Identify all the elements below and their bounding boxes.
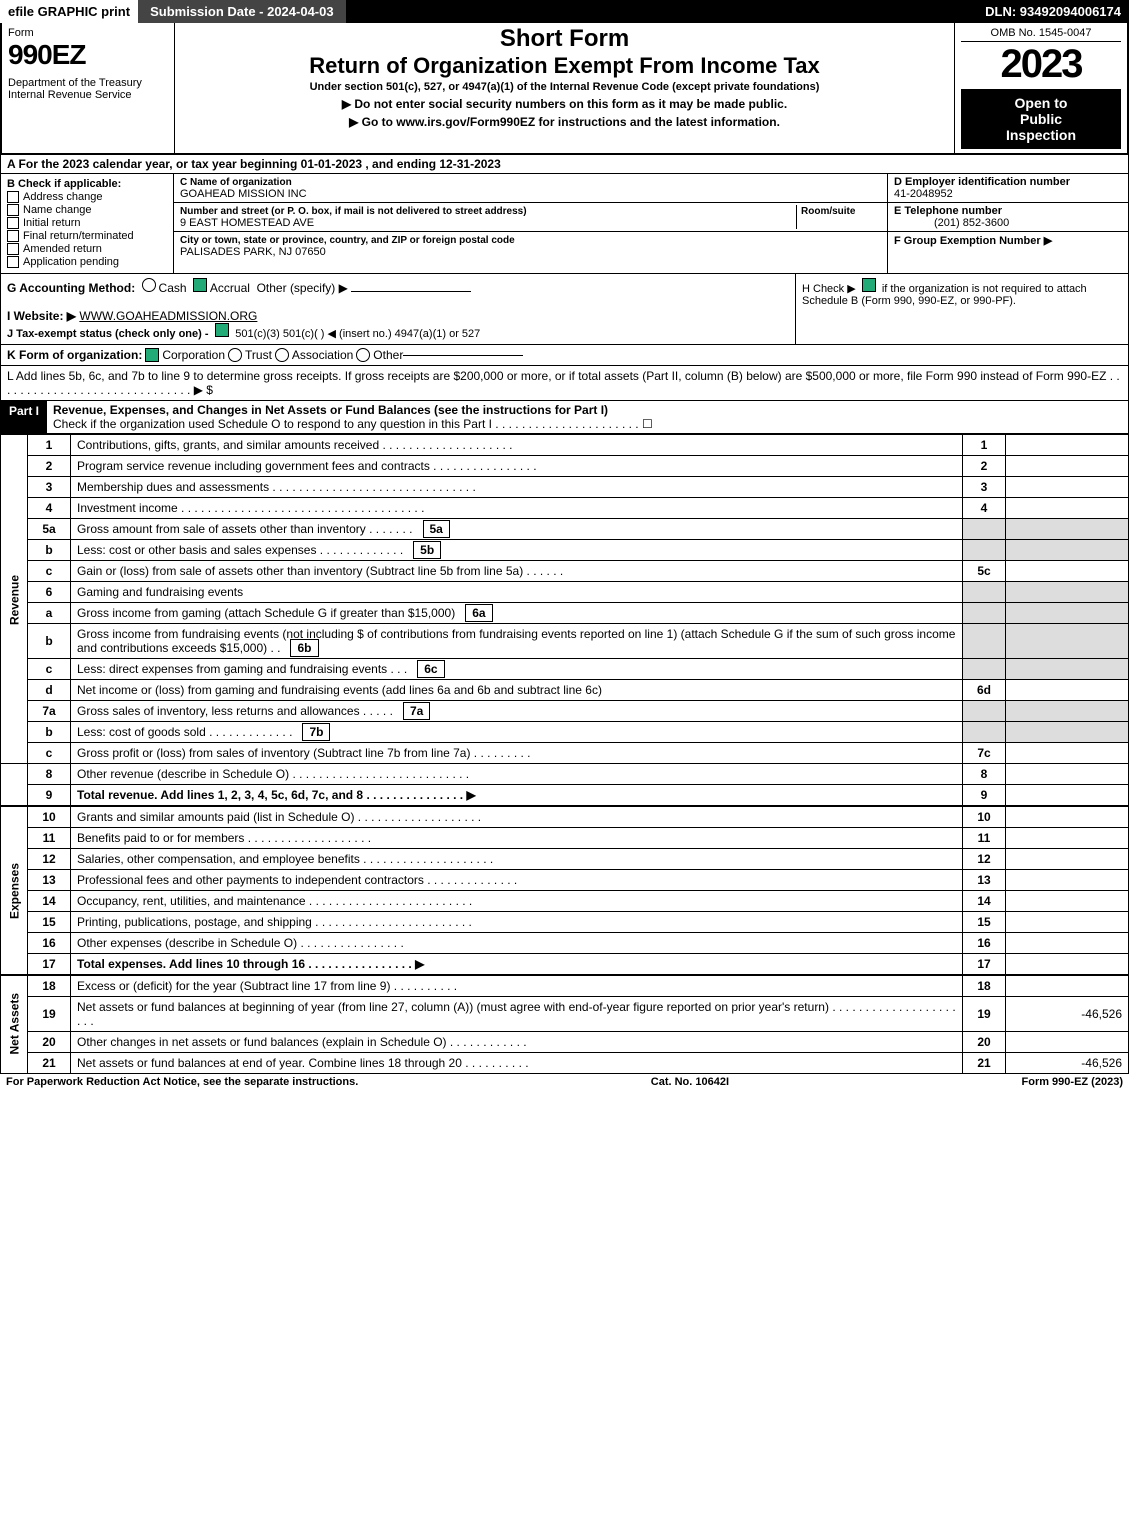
paperwork-notice: For Paperwork Reduction Act Notice, see … xyxy=(6,1076,358,1088)
line-5c-value xyxy=(1006,561,1129,582)
check-final-return[interactable]: Final return/terminated xyxy=(7,230,167,242)
header-center: Short Form Return of Organization Exempt… xyxy=(175,23,955,153)
submission-date: Submission Date - 2024-04-03 xyxy=(138,0,346,23)
row-l: L Add lines 5b, 6c, and 7b to line 9 to … xyxy=(0,366,1129,401)
top-bar: efile GRAPHIC print Submission Date - 20… xyxy=(0,0,1129,23)
room-label: Room/suite xyxy=(801,206,855,217)
header-subtitle: Under section 501(c), 527, or 4947(a)(1)… xyxy=(179,81,950,93)
association-radio[interactable] xyxy=(275,348,289,362)
corporation-checked[interactable] xyxy=(145,348,159,362)
phone-value: (201) 852-3600 xyxy=(894,217,1009,229)
website-link[interactable]: WWW.GOAHEADMISSION.ORG xyxy=(79,309,257,323)
501c3-checked[interactable] xyxy=(215,323,229,337)
line-19-value: -46,526 xyxy=(1006,997,1129,1032)
row-h: H Check ▶ if the organization is not req… xyxy=(795,274,1128,344)
row-a-period: A For the 2023 calendar year, or tax yea… xyxy=(0,155,1129,174)
expenses-section-label: Expenses xyxy=(1,806,28,975)
part-1-title: Revenue, Expenses, and Changes in Net As… xyxy=(53,403,608,417)
street-address: 9 EAST HOMESTEAD AVE xyxy=(180,217,314,229)
form-number: 990EZ xyxy=(8,39,168,71)
catalog-number: Cat. No. 10642I xyxy=(651,1076,729,1088)
instructions-link[interactable]: ▶ Go to www.irs.gov/Form990EZ for instru… xyxy=(179,115,950,129)
line-1-value xyxy=(1006,435,1129,456)
org-info-section: B Check if applicable: Address change Na… xyxy=(0,174,1129,274)
line-9-value xyxy=(1006,785,1129,807)
tax-exempt-label: J Tax-exempt status (check only one) - xyxy=(7,328,209,340)
line-14-value xyxy=(1006,891,1129,912)
check-application-pending[interactable]: Application pending xyxy=(7,256,167,268)
line-15-value xyxy=(1006,912,1129,933)
line-4-value xyxy=(1006,498,1129,519)
section-b: B Check if applicable: Address change Na… xyxy=(1,174,174,273)
ssn-warning: ▶ Do not enter social security numbers o… xyxy=(179,97,950,111)
ein-value: 41-2048952 xyxy=(894,188,953,200)
line-18-value xyxy=(1006,975,1129,997)
line-20-value xyxy=(1006,1032,1129,1053)
website-label: I Website: ▶ xyxy=(7,309,76,323)
city-label: City or town, state or province, country… xyxy=(180,235,515,246)
line-10-value xyxy=(1006,806,1129,828)
other-specify-input[interactable] xyxy=(351,291,471,292)
check-address-change[interactable]: Address change xyxy=(7,191,167,203)
row-g-h: G Accounting Method: Cash Accrual Other … xyxy=(0,274,1129,345)
section-b-label: B Check if applicable: xyxy=(7,178,167,190)
revenue-section-label: Revenue xyxy=(1,435,28,764)
page-footer: For Paperwork Reduction Act Notice, see … xyxy=(0,1074,1129,1090)
street-label: Number and street (or P. O. box, if mail… xyxy=(180,206,527,217)
phone-label: E Telephone number xyxy=(894,205,1002,217)
cash-radio[interactable] xyxy=(142,278,156,292)
header-right: OMB No. 1545-0047 2023 Open to Public In… xyxy=(955,23,1127,153)
accrual-checked[interactable] xyxy=(193,278,207,292)
org-name-label: C Name of organization xyxy=(180,177,292,188)
line-13-value xyxy=(1006,870,1129,891)
line-21-value: -46,526 xyxy=(1006,1053,1129,1074)
dln-label: DLN: 93492094006174 xyxy=(977,0,1129,23)
tax-year: 2023 xyxy=(961,42,1121,87)
row-k: K Form of organization: Corporation Trus… xyxy=(0,345,1129,366)
schedule-b-checked[interactable] xyxy=(862,278,876,292)
part-1-label: Part I xyxy=(1,401,47,433)
net-assets-section-label: Net Assets xyxy=(1,975,28,1074)
section-de: D Employer identification number 41-2048… xyxy=(888,174,1128,273)
line-12-value xyxy=(1006,849,1129,870)
line-6d-value xyxy=(1006,680,1129,701)
line-17-value xyxy=(1006,954,1129,976)
check-amended-return[interactable]: Amended return xyxy=(7,243,167,255)
part-1-check: Check if the organization used Schedule … xyxy=(53,417,653,431)
line-11-value xyxy=(1006,828,1129,849)
line-7c-value xyxy=(1006,743,1129,764)
other-radio[interactable] xyxy=(356,348,370,362)
ein-label: D Employer identification number xyxy=(894,176,1070,188)
part-1-header: Part I Revenue, Expenses, and Changes in… xyxy=(0,401,1129,434)
check-name-change[interactable]: Name change xyxy=(7,204,167,216)
form-header: Form 990EZ Department of the Treasury In… xyxy=(0,23,1129,155)
line-8-value xyxy=(1006,764,1129,785)
trust-radio[interactable] xyxy=(228,348,242,362)
row-g: G Accounting Method: Cash Accrual Other … xyxy=(1,274,795,344)
line-3-value xyxy=(1006,477,1129,498)
form-ref: Form 990-EZ (2023) xyxy=(1022,1076,1123,1088)
return-title: Return of Organization Exempt From Incom… xyxy=(179,53,950,79)
section-c: C Name of organization GOAHEAD MISSION I… xyxy=(174,174,888,273)
short-form-title: Short Form xyxy=(179,25,950,53)
line-2-value xyxy=(1006,456,1129,477)
part-1-table: Revenue 1 Contributions, gifts, grants, … xyxy=(0,434,1129,1074)
department-label: Department of the Treasury Internal Reve… xyxy=(8,77,168,101)
omb-number: OMB No. 1545-0047 xyxy=(961,27,1121,42)
header-left: Form 990EZ Department of the Treasury In… xyxy=(2,23,175,153)
line-16-value xyxy=(1006,933,1129,954)
open-public-badge: Open to Public Inspection xyxy=(961,89,1121,149)
org-name: GOAHEAD MISSION INC xyxy=(180,188,307,200)
city-state-zip: PALISADES PARK, NJ 07650 xyxy=(180,246,326,258)
check-initial-return[interactable]: Initial return xyxy=(7,217,167,229)
form-word: Form xyxy=(8,27,168,39)
group-exemption-label: F Group Exemption Number ▶ xyxy=(894,235,1052,247)
efile-label: efile GRAPHIC print xyxy=(0,0,138,23)
